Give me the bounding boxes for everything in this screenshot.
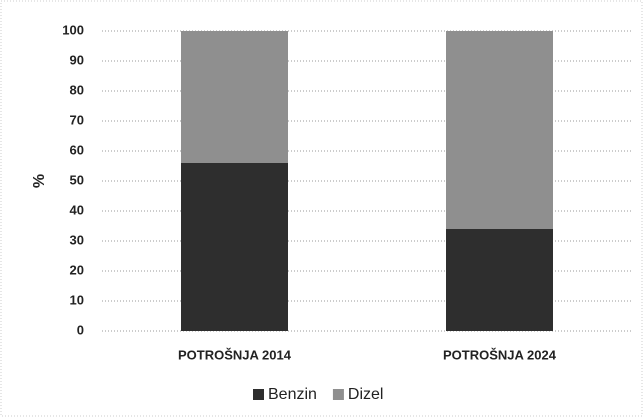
y-tick-label: 40 [70, 202, 84, 217]
y-tick-label: 70 [70, 112, 84, 127]
bar-segment [181, 31, 288, 163]
legend-swatch [332, 389, 344, 400]
y-tick-label: 30 [70, 232, 84, 247]
legend-swatch [253, 389, 264, 400]
y-tick-label: 10 [70, 292, 84, 307]
bar-segment [181, 163, 288, 331]
y-tick-label: 0 [77, 322, 84, 337]
x-tick-label: POTROŠNJA 2024 [443, 347, 557, 362]
y-tick-label: 80 [70, 82, 84, 97]
y-tick-label: 50 [70, 172, 84, 187]
legend-label: Dizel [348, 386, 384, 403]
x-tick-label: POTROŠNJA 2014 [178, 347, 292, 362]
bar-segment [446, 229, 553, 331]
y-tick-label: 20 [70, 262, 84, 277]
y-tick-label: 100 [62, 22, 84, 37]
legend-label: Benzin [268, 386, 317, 403]
bar-segment [446, 31, 553, 229]
y-axis-label: % [31, 174, 48, 188]
y-tick-label: 90 [70, 52, 84, 67]
y-tick-label: 60 [70, 142, 84, 157]
